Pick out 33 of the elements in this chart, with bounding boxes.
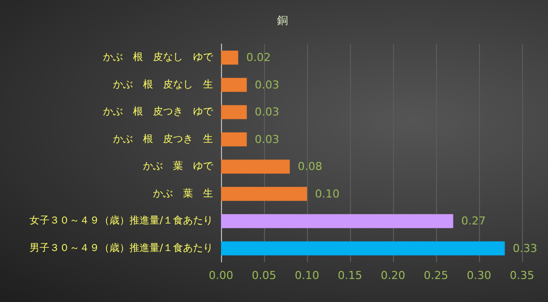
x-tick-label: 0.10 [294,269,320,282]
x-tick-label: 0.15 [338,269,362,282]
data-label: 0.10 [315,187,340,200]
bar [221,214,454,228]
y-tick-label: 女子３０～４９（歳）推進量/１食あたり [30,214,213,227]
x-tick-label: 0.30 [466,269,492,282]
x-tick-label: 0.00 [208,269,234,282]
data-label: 0.02 [246,51,271,64]
chart-title: 銅 [277,14,288,27]
y-tick-label: かぶ 根 皮つき 生 [113,132,213,145]
bar [221,186,307,201]
data-label: 0.03 [254,132,280,146]
x-tick-label: 0.20 [380,269,406,282]
x-tick-label: 0.05 [252,269,276,282]
bar [221,132,247,146]
y-tick-label: かぶ 葉 生 [153,187,213,200]
bar [221,105,247,120]
data-label: 0.27 [461,214,486,228]
bar [221,50,238,65]
y-tick-label: かぶ 根 皮なし 生 [113,78,213,90]
y-tick-label: かぶ 根 皮なし ゆで [103,51,214,64]
y-tick-label: かぶ 葉 ゆで [143,160,214,172]
bar [221,78,247,92]
data-label: 0.03 [254,106,280,119]
bar [221,160,290,174]
x-tick-label: 0.25 [424,269,448,282]
bar [221,241,505,256]
y-tick-label: かぶ 根 皮つき ゆで [103,106,214,118]
data-label: 0.33 [512,242,538,255]
x-tick-label: 0.35 [510,269,534,282]
data-label: 0.08 [298,160,322,174]
data-label: 0.03 [254,78,280,92]
y-tick-label: 男子３０～４９（歳）推進量/１食あたり [30,242,213,254]
